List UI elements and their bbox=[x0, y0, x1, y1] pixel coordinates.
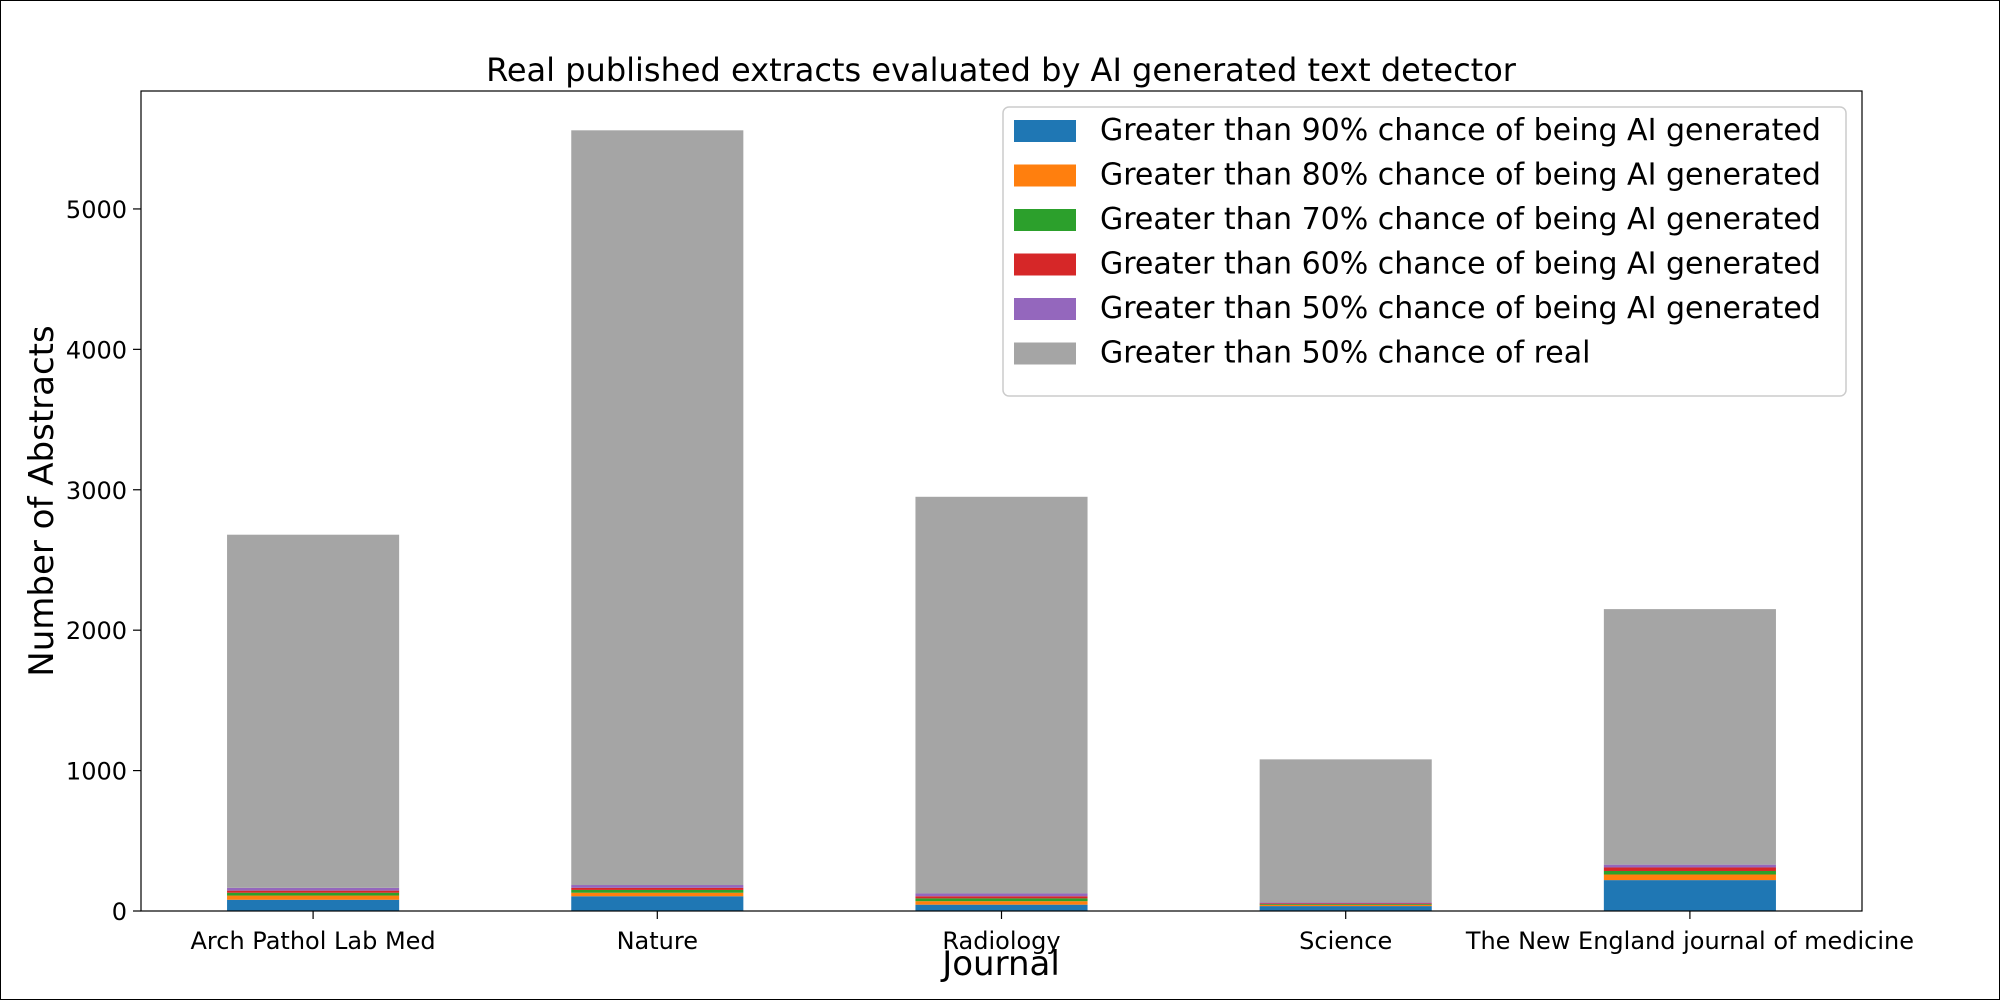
bar-segment bbox=[1603, 867, 1776, 871]
bar-segment bbox=[571, 889, 744, 893]
x-tick-label: Science bbox=[1299, 927, 1392, 955]
legend-swatch bbox=[1014, 298, 1076, 320]
bar-segment bbox=[227, 887, 400, 891]
bar-segment bbox=[227, 892, 400, 896]
bars bbox=[227, 130, 1776, 911]
bar-segment bbox=[1259, 903, 1432, 905]
bar-segment bbox=[1603, 609, 1776, 865]
bar-segment bbox=[1603, 880, 1776, 911]
legend-swatch bbox=[1014, 253, 1076, 276]
bar-segment bbox=[571, 896, 744, 911]
bar-segment bbox=[915, 898, 1088, 902]
legend-swatch bbox=[1014, 342, 1076, 365]
bar-segment bbox=[1259, 902, 1432, 904]
legend-swatch bbox=[1014, 209, 1076, 231]
y-axis-ticks: 0 1000 2000 3000 4000 5000 bbox=[66, 196, 141, 926]
y-tick-label: 3000 bbox=[66, 477, 127, 505]
bar-segment bbox=[227, 895, 400, 900]
x-tick-label: Nature bbox=[617, 927, 698, 955]
bar-segment bbox=[1603, 870, 1776, 875]
bar-segment bbox=[1259, 904, 1432, 907]
bar-segment bbox=[915, 896, 1088, 899]
y-tick-label: 5000 bbox=[66, 196, 127, 224]
x-tick-label: Radiology bbox=[942, 927, 1060, 955]
legend: Greater than 90% chance of being AI gene… bbox=[1002, 106, 1847, 397]
legend-label: Greater than 90% chance of being AI gene… bbox=[1100, 113, 1821, 148]
legend-label: Greater than 50% chance of being AI gene… bbox=[1100, 291, 1821, 326]
legend-swatch bbox=[1014, 164, 1076, 187]
legend-label: Greater than 70% chance of being AI gene… bbox=[1100, 202, 1821, 237]
bar-segment bbox=[1603, 874, 1776, 881]
legend-swatch bbox=[1014, 120, 1076, 142]
bar-segment bbox=[1603, 864, 1776, 868]
y-tick-label: 4000 bbox=[66, 336, 127, 364]
bar-segment bbox=[915, 901, 1088, 905]
y-tick-label: 1000 bbox=[66, 758, 127, 786]
x-axis-label: Journal bbox=[940, 944, 1060, 984]
plot-area-border bbox=[140, 90, 1863, 912]
bar-segment bbox=[915, 496, 1088, 894]
bar-segment bbox=[571, 892, 744, 897]
legend-label: Greater than 60% chance of being AI gene… bbox=[1100, 247, 1821, 282]
bar-segment bbox=[1259, 906, 1432, 911]
bar-segment bbox=[1259, 759, 1432, 903]
legend-box bbox=[1002, 106, 1847, 397]
chart-title: Real published extracts evaluated by AI … bbox=[486, 51, 1517, 89]
bar-segment bbox=[571, 887, 744, 890]
bar-segment bbox=[571, 885, 744, 888]
bar-segment bbox=[227, 899, 400, 911]
y-tick-label: 0 bbox=[112, 898, 127, 926]
x-tick-label: The New England journal of medicine bbox=[1465, 927, 1914, 955]
bar-segment bbox=[571, 130, 744, 886]
x-tick-label: Arch Pathol Lab Med bbox=[191, 927, 436, 955]
x-axis-ticks: Arch Pathol Lab Med Nature Radiology Scienc… bbox=[191, 911, 1914, 955]
y-tick-label: 2000 bbox=[66, 617, 127, 645]
legend-label: Greater than 80% chance of being AI gene… bbox=[1100, 158, 1821, 193]
legend-label: Greater than 50% chance of real bbox=[1100, 336, 1590, 371]
bar-segment bbox=[915, 904, 1088, 911]
bar-segment bbox=[915, 893, 1088, 897]
bar-segment bbox=[227, 890, 400, 893]
bar-segment bbox=[1259, 904, 1432, 905]
y-axis-label: Number of Abstracts bbox=[22, 325, 62, 676]
bar-segment bbox=[227, 534, 400, 888]
